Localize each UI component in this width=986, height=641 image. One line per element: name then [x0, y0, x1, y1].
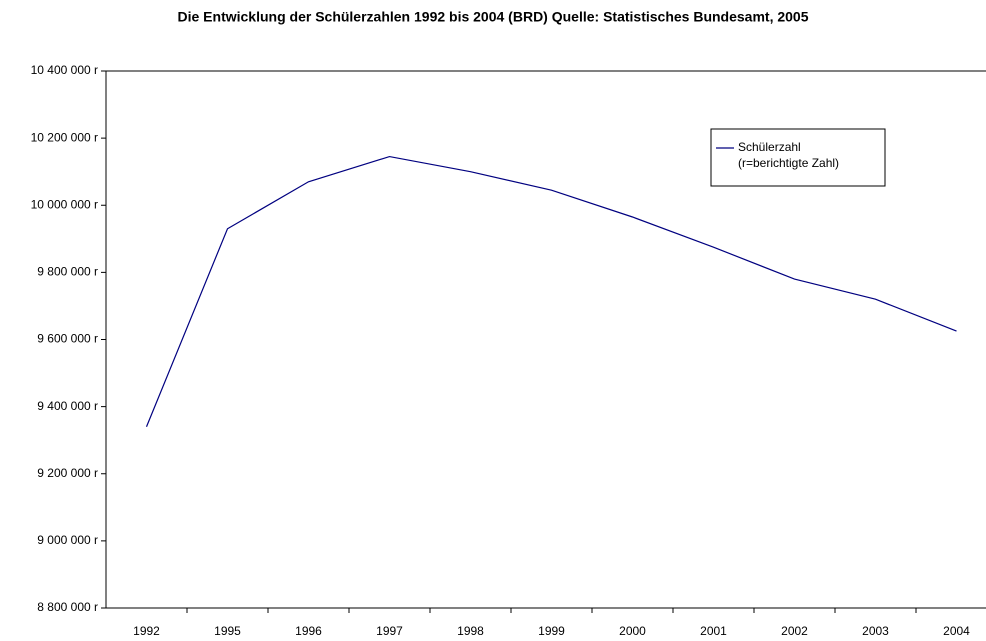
y-tick-label: 9 200 000 r — [37, 466, 98, 480]
x-tick-label: 1998 — [457, 624, 484, 638]
y-tick-label: 8 800 000 r — [37, 600, 98, 614]
y-tick-label: 9 400 000 r — [37, 399, 98, 413]
legend-box — [710, 128, 886, 187]
y-tick-label: 10 400 000 r — [31, 63, 98, 77]
legend-label: Schülerzahl — [738, 140, 801, 154]
legend-note: (r=berichtigte Zahl) — [738, 156, 839, 170]
x-tick-label: 1999 — [538, 624, 565, 638]
x-tick-label: 2000 — [619, 624, 646, 638]
chart-title: Die Entwicklung der Schülerzahlen 1992 b… — [178, 9, 809, 25]
x-tick-label: 2004 — [943, 624, 970, 638]
x-tick-label: 2003 — [862, 624, 889, 638]
x-tick-label: 1997 — [376, 624, 403, 638]
x-tick-label: 2001 — [700, 624, 727, 638]
y-tick-label: 9 600 000 r — [37, 332, 98, 346]
x-tick-label: 1996 — [295, 624, 322, 638]
x-tick-label: 1995 — [214, 624, 241, 638]
y-tick-label: 9 800 000 r — [37, 265, 98, 279]
y-tick-label: 10 000 000 r — [31, 197, 98, 211]
y-tick-label: 10 200 000 r — [31, 130, 98, 144]
y-tick-label: 9 000 000 r — [37, 533, 98, 547]
x-tick-label: 1992 — [133, 624, 160, 638]
data-line — [145, 155, 957, 427]
legend — [710, 128, 886, 187]
x-tick-label: 2002 — [781, 624, 808, 638]
